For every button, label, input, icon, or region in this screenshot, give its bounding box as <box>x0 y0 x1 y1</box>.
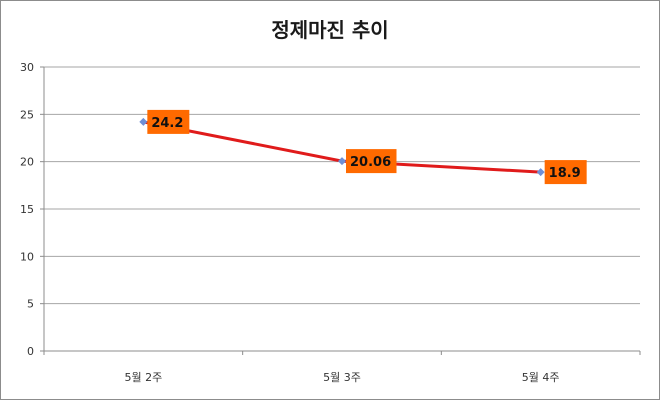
data-label: 24.2 <box>151 116 183 131</box>
y-tick-label: 10 <box>20 250 34 263</box>
chart-title: 정제마진 추이 <box>271 18 389 42</box>
data-label: 20.06 <box>350 155 391 170</box>
x-tick-label: 5월 3주 <box>323 371 361 384</box>
data-label-box <box>147 109 190 134</box>
y-tick-label: 30 <box>20 61 34 74</box>
data-label: 18.9 <box>549 166 581 181</box>
y-tick-label: 25 <box>20 108 34 121</box>
data-point-marker <box>536 168 545 177</box>
y-tick-label: 15 <box>20 203 34 216</box>
y-tick-label: 5 <box>27 298 34 311</box>
y-tick-label: 0 <box>27 345 34 358</box>
y-axis: 0 5 10 15 20 25 30 <box>20 61 45 358</box>
data-label-box <box>544 160 587 185</box>
data-label-box <box>346 149 397 174</box>
gridlines <box>44 66 640 352</box>
data-point-marker <box>139 117 148 126</box>
x-axis: 5월 2주 5월 3주 5월 4주 <box>43 350 641 384</box>
data-labels: 24.2 20.06 18.9 <box>147 109 587 185</box>
y-tick-label: 20 <box>20 156 34 169</box>
x-tick-label: 5월 4주 <box>522 371 560 384</box>
data-point-marker <box>338 157 346 166</box>
series-line <box>139 117 545 177</box>
x-tick-label: 5월 2주 <box>124 371 162 384</box>
